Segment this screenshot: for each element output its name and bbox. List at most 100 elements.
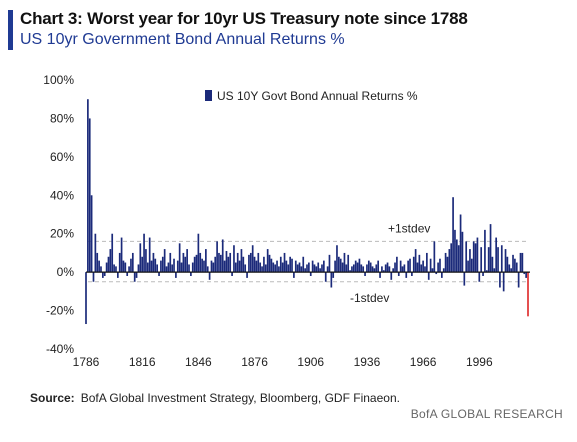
- bar: [367, 260, 370, 273]
- bar: [221, 239, 224, 273]
- bar: [214, 256, 217, 273]
- bar: [227, 256, 230, 273]
- bar: [308, 262, 310, 273]
- bar: [405, 272, 408, 278]
- bar: [467, 260, 469, 273]
- bar: [210, 260, 213, 273]
- chart-subtitle: US 10yr Government Bond Annual Returns %: [20, 31, 345, 48]
- bar: [358, 258, 361, 273]
- bar: [180, 262, 183, 273]
- y-tick-label: 60%: [50, 150, 74, 164]
- bar: [137, 264, 140, 273]
- bar: [512, 254, 514, 273]
- bar: [278, 266, 280, 273]
- bar: [309, 272, 312, 276]
- bar: [143, 233, 145, 273]
- bar: [103, 272, 106, 276]
- bar: [328, 254, 331, 273]
- bar: [102, 272, 104, 278]
- bar: [306, 264, 308, 273]
- bar: [369, 262, 372, 273]
- bar: [411, 272, 413, 276]
- bar: [519, 252, 522, 273]
- bar: [439, 258, 441, 273]
- bar: [220, 254, 222, 273]
- bar: [324, 272, 327, 282]
- bar: [283, 252, 286, 273]
- bar: [238, 260, 241, 273]
- bar: [223, 260, 226, 273]
- bar: [122, 260, 125, 273]
- bar: [175, 272, 177, 278]
- bar: [148, 237, 151, 273]
- bar: [199, 252, 202, 273]
- chart-title: Chart 3: Worst year for 10yr US Treasury…: [20, 9, 468, 28]
- bar: [298, 262, 301, 273]
- bar: [109, 249, 112, 273]
- bar: [394, 262, 396, 273]
- bar: [287, 264, 290, 273]
- bar: [161, 256, 164, 273]
- highlight-bar: [527, 272, 529, 317]
- bar: [478, 272, 481, 282]
- bar: [240, 249, 243, 273]
- bar: [497, 247, 499, 273]
- x-tick-label: 1906: [297, 355, 324, 369]
- x-tick-label: 1966: [410, 355, 437, 369]
- bar: [94, 233, 97, 273]
- bar: [384, 264, 387, 273]
- y-tick-label: -40%: [46, 342, 74, 356]
- bar: [152, 252, 155, 273]
- bar: [422, 260, 424, 273]
- bar: [182, 252, 185, 273]
- bar: [197, 233, 200, 273]
- bar: [105, 262, 108, 273]
- bar: [444, 252, 447, 273]
- bar: [300, 266, 303, 273]
- bar: [195, 254, 198, 273]
- bar: [510, 268, 512, 273]
- y-tick-label: 100%: [43, 73, 74, 87]
- bar: [500, 245, 503, 273]
- bar: [416, 262, 419, 273]
- bar: [188, 264, 190, 273]
- brand-logo-text: BofA GLOBAL RESEARCH: [410, 407, 563, 421]
- bar: [321, 264, 323, 273]
- x-tick-label: 1936: [354, 355, 381, 369]
- bar: [163, 249, 166, 273]
- bar: [285, 260, 288, 273]
- bar: [191, 262, 194, 273]
- bar: [508, 264, 511, 273]
- bar: [141, 256, 144, 273]
- bar: [92, 272, 95, 282]
- bar: [201, 258, 203, 273]
- bar: [120, 237, 123, 273]
- bar: [470, 258, 473, 273]
- bar: [205, 249, 207, 273]
- bar: [491, 256, 494, 273]
- bar: [167, 262, 170, 273]
- bar: [493, 268, 496, 273]
- bar: [203, 260, 205, 273]
- bar: [499, 272, 501, 288]
- bar: [392, 268, 394, 273]
- bar: [244, 264, 247, 273]
- bar: [171, 264, 173, 273]
- x-tick-label: 1816: [129, 355, 156, 369]
- bar: [382, 270, 385, 273]
- bar: [484, 229, 486, 273]
- bar: [476, 237, 479, 273]
- bar: [409, 258, 411, 273]
- bar: [343, 252, 346, 273]
- bar: [418, 254, 421, 273]
- bar: [118, 252, 121, 273]
- bar: [264, 264, 267, 273]
- bar: [293, 272, 295, 278]
- bar: [270, 258, 273, 273]
- bar: [371, 266, 374, 273]
- bar: [407, 260, 409, 273]
- bar: [186, 249, 188, 273]
- bar: [212, 262, 215, 273]
- bar: [319, 268, 321, 273]
- bar: [246, 272, 248, 278]
